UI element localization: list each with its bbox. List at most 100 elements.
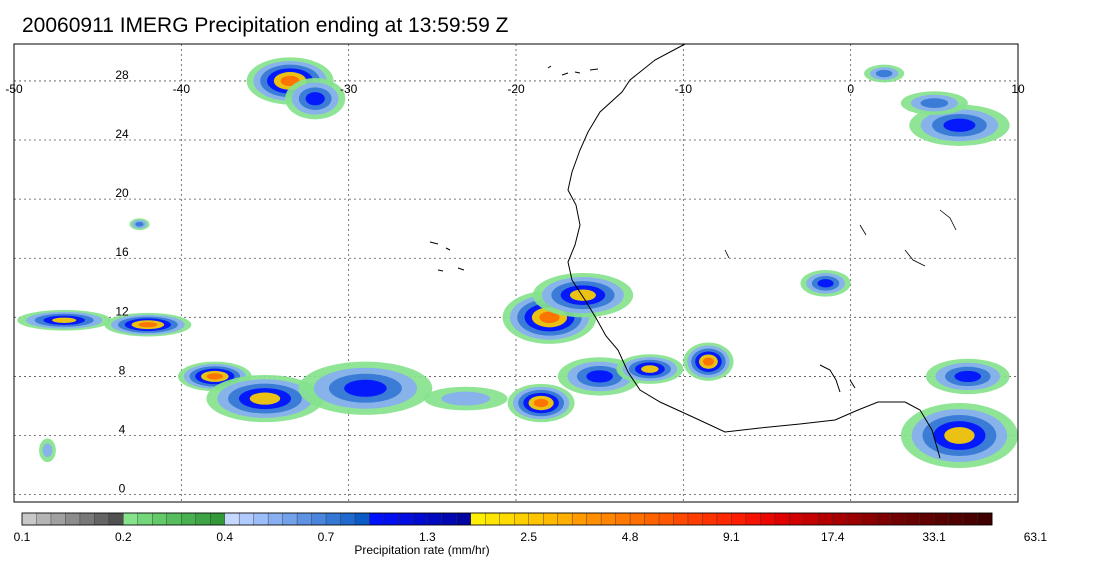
- map-frame: [13, 43, 1019, 503]
- precip-cell: [138, 322, 158, 328]
- longitude-label: -50: [5, 82, 23, 96]
- colorbar-swatch: [412, 512, 428, 526]
- colorbar-swatch: [702, 512, 718, 526]
- latitude-label: 4: [119, 423, 126, 437]
- colorbar-swatch: [789, 512, 805, 526]
- precipitation-field: [17, 57, 1019, 469]
- colorbar-swatch: [369, 512, 385, 526]
- colorbar-swatch: [528, 512, 544, 526]
- latitude-labels: 28 24 20 16 12 8 4 0: [115, 68, 129, 496]
- colorbar-swatch: [731, 512, 747, 526]
- colorbar-swatch: [94, 512, 110, 526]
- colorbar-swatch: [745, 512, 761, 526]
- colorbar-swatch: [962, 512, 979, 526]
- colorbar-swatch: [441, 512, 457, 526]
- colorbar-tick-label: 17.4: [821, 530, 845, 544]
- colorbar-swatch: [586, 512, 602, 526]
- colorbar-swatch: [818, 512, 834, 526]
- colorbar-swatch: [311, 512, 327, 526]
- longitude-label: -10: [675, 82, 693, 96]
- colorbar-swatch: [803, 512, 819, 526]
- map-background: [14, 44, 1018, 502]
- longitude-label: 10: [1011, 82, 1025, 96]
- colorbar-swatch: [673, 512, 689, 526]
- colorbar-swatch: [36, 512, 52, 526]
- colorbar-tick-label: 0.7: [318, 530, 335, 544]
- colorbar-swatch: [904, 512, 921, 526]
- colorbar-swatch: [514, 512, 530, 526]
- precip-cell: [135, 221, 144, 227]
- longitude-label: -40: [173, 82, 191, 96]
- colorbar-swatch: [123, 512, 139, 526]
- latitude-label: 0: [119, 482, 126, 496]
- colorbar-swatch: [427, 512, 443, 526]
- colorbar-swatch: [50, 512, 66, 526]
- colorbar-tick-label: 63.1: [1024, 530, 1048, 544]
- colorbar: 0.10.20.40.71.32.54.89.117.433.163.1120.…: [14, 512, 1048, 544]
- colorbar-swatch: [137, 512, 153, 526]
- precip-cell: [702, 357, 714, 366]
- colorbar-tick-label: 9.1: [723, 530, 740, 544]
- precip-cell: [42, 443, 53, 458]
- longitude-labels: -50 -40 -30 -20 -10 0 10: [5, 82, 1025, 96]
- colorbar-swatch: [542, 512, 559, 526]
- colorbar-swatch: [267, 512, 284, 526]
- precip-cell: [920, 98, 949, 108]
- precip-cell: [817, 279, 834, 288]
- precip-cell: [943, 118, 976, 132]
- latitude-label: 16: [115, 245, 129, 259]
- colorbar-swatch: [325, 512, 342, 526]
- colorbar-swatch: [398, 512, 414, 526]
- longitude-label: -20: [507, 82, 525, 96]
- colorbar-frame: [21, 512, 993, 526]
- precip-cell: [533, 398, 549, 408]
- longitude-label: -30: [340, 82, 358, 96]
- colorbar-swatch: [354, 512, 370, 526]
- colorbar-swatch: [224, 512, 240, 526]
- colorbar-swatch: [195, 512, 211, 526]
- colorbar-swatch: [456, 512, 472, 526]
- precip-cell: [539, 311, 560, 324]
- latitude-label: 12: [115, 304, 129, 318]
- colorbar-swatch: [282, 512, 298, 526]
- colorbar-swatch: [166, 512, 182, 526]
- colorbar-tick-label: 0.2: [115, 530, 132, 544]
- latitude-label: 24: [115, 127, 129, 141]
- colorbar-swatch: [65, 512, 81, 526]
- colorbar-swatch: [571, 512, 588, 526]
- colorbar-swatch: [847, 512, 863, 526]
- colorbar-tick-label: 1.3: [419, 530, 436, 544]
- colorbar-swatch: [933, 512, 950, 526]
- precip-cell: [305, 92, 325, 106]
- precip-cell: [441, 391, 491, 406]
- precip-cell: [875, 69, 893, 78]
- colorbar-swatch: [499, 512, 515, 526]
- precip-cell: [954, 370, 982, 383]
- colorbar-swatch: [600, 512, 617, 526]
- longitude-label: 0: [847, 82, 854, 96]
- colorbar-swatch: [644, 512, 660, 526]
- colorbar-tick-label: 2.5: [520, 530, 537, 544]
- colorbar-swatch: [890, 512, 906, 526]
- precip-cell: [344, 379, 387, 397]
- precip-cell: [641, 365, 659, 373]
- latitude-label: 8: [119, 363, 126, 377]
- colorbar-swatch: [861, 512, 877, 526]
- colorbar-swatch: [108, 512, 124, 526]
- precip-cell: [249, 392, 281, 405]
- precip-cell: [586, 370, 613, 383]
- colorbar-swatch: [629, 512, 646, 526]
- colorbar-swatch: [21, 512, 37, 526]
- precip-cell: [206, 373, 223, 380]
- colorbar-swatch: [383, 512, 399, 526]
- colorbar-swatch: [687, 512, 703, 526]
- colorbar-tick-label: 0.4: [216, 530, 233, 544]
- latitude-label: 28: [115, 68, 129, 82]
- colorbar-tick-label: 4.8: [622, 530, 639, 544]
- colorbar-swatch: [470, 512, 486, 526]
- africa-coastline: [567, 43, 905, 433]
- colorbar-swatch: [977, 512, 993, 526]
- precip-cell: [569, 289, 596, 301]
- gulf-of-guinea-coast-detail: [819, 364, 941, 459]
